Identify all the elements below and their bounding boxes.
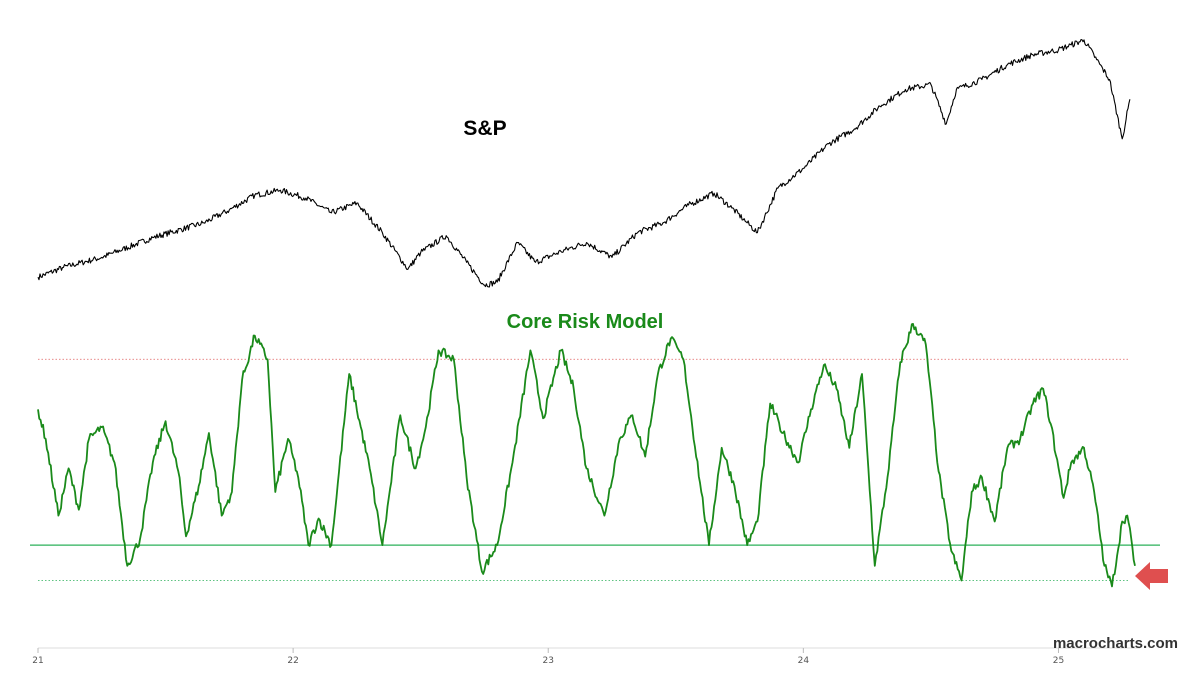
- x-axis: 21 22 23 24 25: [32, 647, 1140, 666]
- sp-panel: S&P: [37, 39, 1131, 288]
- x-tick-label-21: 21: [32, 656, 43, 666]
- risk-title: Core Risk Model: [507, 311, 664, 333]
- x-tick-label-22: 22: [287, 656, 298, 666]
- x-tick-label-23: 23: [543, 656, 554, 666]
- sp-title: S&P: [463, 117, 506, 140]
- sp-series-line: [37, 39, 1131, 288]
- signal-arrow-icon: [1135, 562, 1168, 590]
- watermark-text: macrocharts.com: [1053, 635, 1178, 652]
- x-tick-label-25: 25: [1053, 656, 1064, 666]
- reference-lines: [30, 358, 1160, 581]
- risk-panel: Core Risk Model: [30, 311, 1168, 590]
- x-tick-label-24: 24: [798, 656, 810, 666]
- risk-series-line: [37, 323, 1136, 588]
